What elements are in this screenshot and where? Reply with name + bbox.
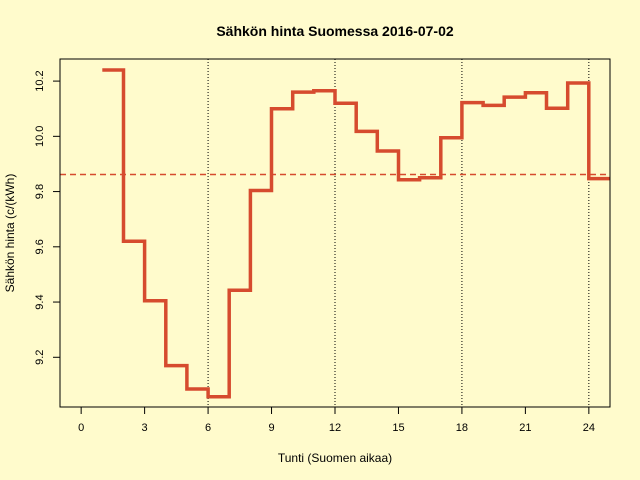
price-step-line-0 xyxy=(102,68,610,399)
x-tick-label-21: 21 xyxy=(519,422,531,434)
x-tick-label-9: 9 xyxy=(268,422,274,434)
chart-title: Sähkön hinta Suomessa 2016-07-02 xyxy=(216,23,454,39)
x-tick-label-3: 3 xyxy=(142,422,148,434)
y-tick-label-4: 10.0 xyxy=(34,126,46,147)
x-axis-label: Tunti (Suomen aikaa) xyxy=(278,451,392,465)
y-tick-label-0: 9.2 xyxy=(34,350,46,365)
y-tick-label-5: 10.2 xyxy=(34,70,46,91)
y-tick-label-1: 9.4 xyxy=(34,294,46,309)
x-axis: 0 3 6 9 12 15 18 21 24 xyxy=(78,406,595,434)
y-axis-label: Sähkön hinta (c/(kWh) xyxy=(3,174,17,293)
x-tick-label-12: 12 xyxy=(329,422,341,434)
y-axis: 9.2 9.4 9.6 9.8 10.0 10.2 xyxy=(34,70,61,365)
x-tick-label-15: 15 xyxy=(392,422,404,434)
x-tick-label-18: 18 xyxy=(456,422,468,434)
x-tick-label-0: 0 xyxy=(78,422,84,434)
y-tick-label-2: 9.6 xyxy=(34,239,46,254)
y-tick-label-3: 9.8 xyxy=(34,184,46,199)
x-tick-label-24: 24 xyxy=(583,422,595,434)
x-tick-label-6: 6 xyxy=(205,422,211,434)
series-group xyxy=(102,68,610,399)
